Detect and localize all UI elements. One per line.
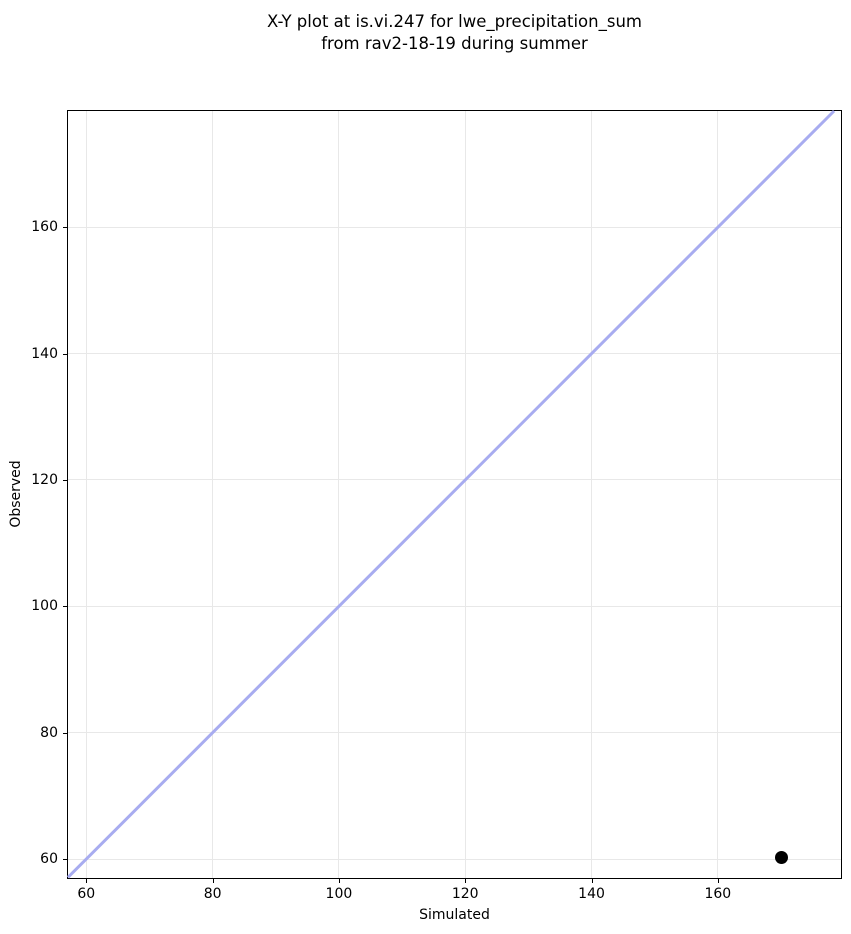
y-tick-mark bbox=[63, 859, 67, 861]
y-tick-label: 100 bbox=[31, 598, 58, 615]
x-tick-label: 160 bbox=[704, 886, 732, 902]
x-tick-mark bbox=[591, 879, 593, 883]
plot-area bbox=[66, 109, 842, 879]
y-tick-label: 140 bbox=[31, 345, 58, 362]
gridline-vertical bbox=[717, 111, 719, 878]
y-tick-label: 60 bbox=[40, 851, 58, 868]
y-tick-label: 120 bbox=[31, 471, 58, 488]
x-tick-mark bbox=[86, 879, 88, 883]
chart-title: X-Y plot at is.vi.247 for lwe_precipitat… bbox=[67, 11, 842, 55]
gridline-horizontal bbox=[68, 605, 841, 607]
x-tick-mark bbox=[338, 879, 340, 883]
gridline-horizontal bbox=[68, 226, 841, 228]
x-tick-mark bbox=[465, 879, 467, 883]
gridline-horizontal bbox=[68, 479, 841, 481]
chart-title-line-2: from rav2-18-19 during summer bbox=[321, 34, 588, 53]
chart-title-line-1: X-Y plot at is.vi.247 for lwe_precipitat… bbox=[267, 12, 642, 31]
y-tick-mark bbox=[63, 606, 67, 608]
gridline-vertical bbox=[85, 111, 87, 878]
gridline-horizontal bbox=[68, 732, 841, 734]
x-tick-label: 80 bbox=[203, 886, 222, 902]
y-tick-label: 160 bbox=[31, 219, 58, 236]
gridline-horizontal bbox=[68, 353, 841, 355]
gridline-vertical bbox=[591, 111, 593, 878]
x-tick-label: 100 bbox=[325, 886, 353, 902]
x-tick-mark bbox=[717, 879, 719, 883]
x-tick-mark bbox=[212, 879, 214, 883]
y-tick-mark bbox=[63, 353, 67, 355]
y-tick-label: 80 bbox=[40, 724, 58, 741]
y-tick-mark bbox=[63, 732, 67, 734]
x-tick-label: 60 bbox=[77, 886, 96, 902]
y-tick-mark bbox=[63, 227, 67, 229]
x-tick-label: 140 bbox=[578, 886, 605, 902]
gridline-vertical bbox=[338, 111, 340, 878]
data-point bbox=[775, 850, 789, 864]
gridline-vertical bbox=[464, 111, 466, 878]
y-tick-mark bbox=[63, 479, 67, 481]
x-axis-label: Simulated bbox=[419, 907, 490, 923]
gridline-horizontal bbox=[68, 858, 841, 860]
identity-line bbox=[66, 109, 836, 879]
x-tick-label: 120 bbox=[451, 886, 479, 902]
gridline-vertical bbox=[212, 111, 214, 878]
